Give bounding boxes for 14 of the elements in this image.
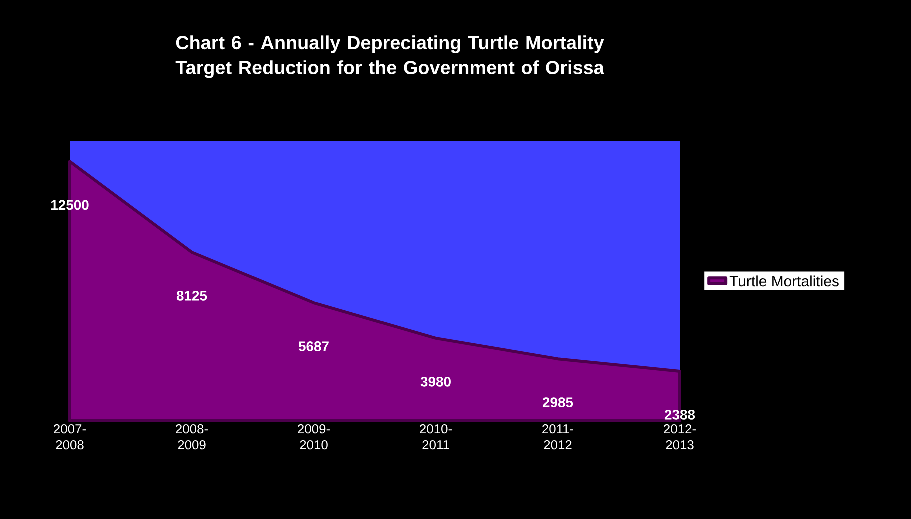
x-tick-label: 2008-2009 [176,424,208,450]
x-tick-label: 2009-2010 [298,424,330,450]
chart-title: Chart 6 - Annually Depreciating Turtle Mortality Target Reduction for the Government of Orissa [176,36,604,78]
x-tick-label: 2011-2012 [542,424,574,450]
x-tick-label: 2012-2013 [664,424,696,450]
data-label: 2985 [542,398,574,408]
x-tick-label: 2010-2011 [420,424,452,450]
data-label: 8125 [176,290,208,301]
data-label: 5687 [298,342,329,352]
data-label: 2388 [664,410,696,420]
x-tick-label: 2007-2008 [54,424,86,450]
data-label: 12500 [51,200,89,210]
data-label: 3980 [420,376,451,387]
legend-label: Turtle Mortalities [730,276,839,287]
